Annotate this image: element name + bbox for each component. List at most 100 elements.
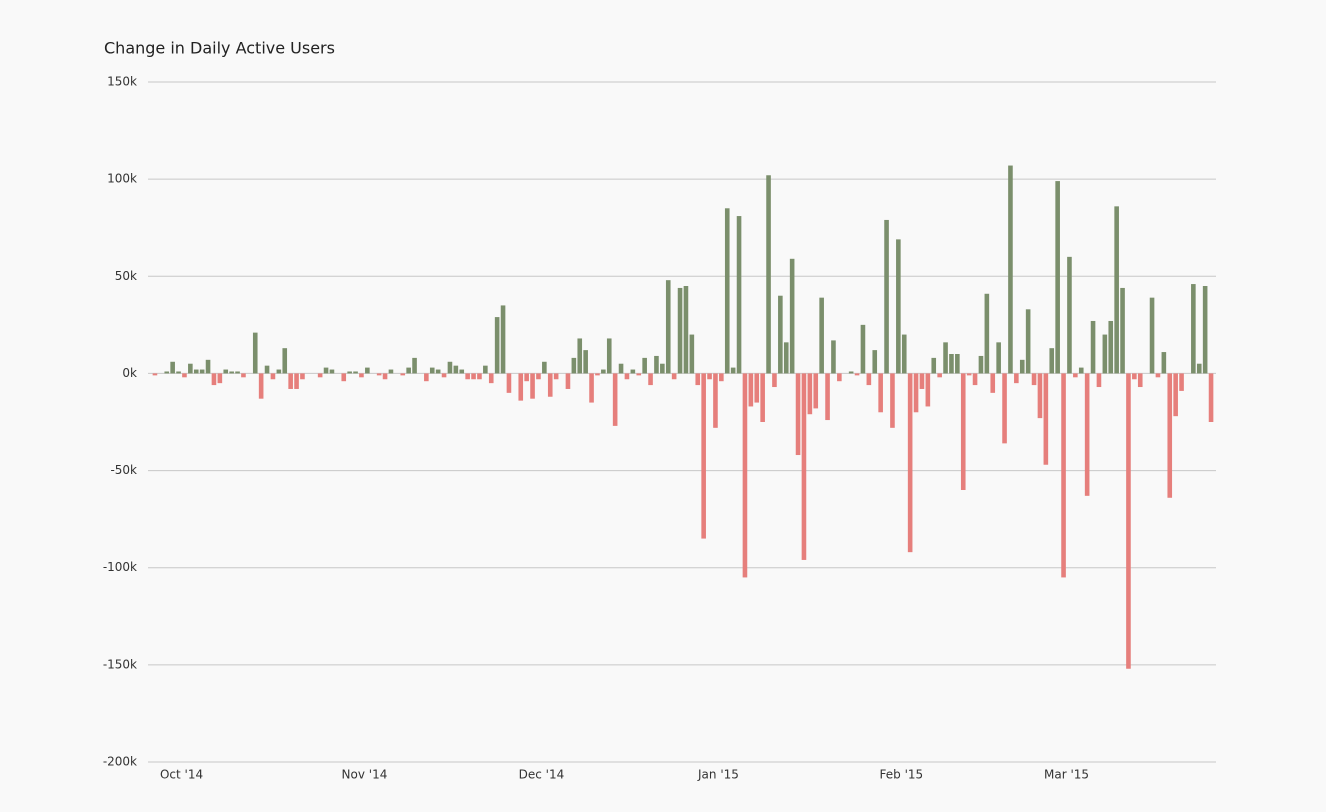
y-tick-label: -100k xyxy=(103,560,137,574)
bar xyxy=(276,369,282,374)
bar xyxy=(553,373,559,380)
bar xyxy=(595,373,600,376)
bar xyxy=(648,373,653,386)
bar xyxy=(819,297,824,374)
bar xyxy=(937,373,942,378)
bar xyxy=(359,373,364,378)
bar xyxy=(536,373,541,380)
bar xyxy=(1173,373,1178,417)
bar xyxy=(565,373,571,389)
bar xyxy=(518,373,524,401)
bar xyxy=(955,354,960,374)
bar xyxy=(695,373,701,386)
bar xyxy=(288,373,293,389)
bar xyxy=(837,373,842,382)
bar xyxy=(1025,309,1031,374)
bar xyxy=(270,373,276,380)
y-tick-label: 50k xyxy=(115,269,137,283)
bar xyxy=(783,342,789,374)
bar xyxy=(471,373,476,380)
bar xyxy=(896,239,901,374)
bar xyxy=(701,373,706,539)
bar xyxy=(724,208,730,374)
bar xyxy=(329,369,335,374)
bar xyxy=(630,369,636,374)
bar xyxy=(624,373,630,380)
bar xyxy=(949,354,954,374)
bar xyxy=(353,371,358,374)
bar xyxy=(1008,165,1013,374)
x-tick-label: Feb '15 xyxy=(880,768,924,782)
bar xyxy=(182,373,187,378)
bar xyxy=(660,363,665,374)
bar xyxy=(589,373,594,403)
bar xyxy=(229,371,234,374)
bar xyxy=(789,258,795,374)
y-tick-label: 100k xyxy=(107,172,137,186)
bar xyxy=(323,367,329,374)
bar xyxy=(170,361,175,374)
bar xyxy=(152,373,158,376)
bar xyxy=(825,373,830,421)
bar xyxy=(1161,352,1167,374)
bar xyxy=(730,367,736,374)
bar xyxy=(347,371,352,374)
bar xyxy=(683,286,689,374)
bar xyxy=(176,371,181,374)
bar xyxy=(860,324,866,374)
bar xyxy=(294,373,299,389)
bar xyxy=(654,355,659,374)
bar xyxy=(996,342,1001,374)
bar xyxy=(217,373,223,384)
bar xyxy=(400,373,406,376)
bar xyxy=(164,371,170,374)
bar xyxy=(719,373,724,382)
bar xyxy=(406,367,411,374)
bar xyxy=(530,373,535,399)
bar xyxy=(760,373,765,422)
bar xyxy=(193,369,199,374)
bar xyxy=(866,373,872,386)
bar xyxy=(1126,373,1131,669)
bar xyxy=(494,317,500,374)
bar xyxy=(813,373,819,409)
bar xyxy=(854,373,860,376)
bar xyxy=(748,373,754,407)
bar xyxy=(766,175,771,374)
bar xyxy=(878,373,883,413)
bar xyxy=(931,357,937,374)
bar xyxy=(1149,297,1155,374)
bar xyxy=(500,305,506,374)
bar xyxy=(388,369,394,374)
bar xyxy=(890,373,895,428)
bar xyxy=(795,373,801,456)
bar xyxy=(671,373,677,380)
bar xyxy=(754,373,760,403)
bar xyxy=(1090,320,1096,374)
bar xyxy=(1179,373,1184,391)
bar xyxy=(907,373,913,553)
bar xyxy=(1055,181,1060,374)
bar xyxy=(1167,373,1173,498)
bar xyxy=(282,348,288,374)
bar xyxy=(424,373,429,382)
bar xyxy=(542,361,547,374)
bar xyxy=(772,373,777,388)
y-tick-label: -50k xyxy=(110,463,137,477)
x-tick-label: Oct '14 xyxy=(160,768,203,782)
bar xyxy=(1102,334,1108,374)
bar xyxy=(241,373,246,378)
bar xyxy=(1202,286,1208,374)
bar xyxy=(547,373,553,397)
chart-title: Change in Daily Active Users xyxy=(104,39,335,58)
bar xyxy=(571,357,577,374)
bar xyxy=(1084,373,1090,496)
y-tick-label: -150k xyxy=(103,657,137,671)
bar xyxy=(707,373,712,380)
bar xyxy=(978,355,984,374)
bar xyxy=(583,350,588,374)
bar xyxy=(990,373,996,393)
bar xyxy=(1155,373,1161,378)
